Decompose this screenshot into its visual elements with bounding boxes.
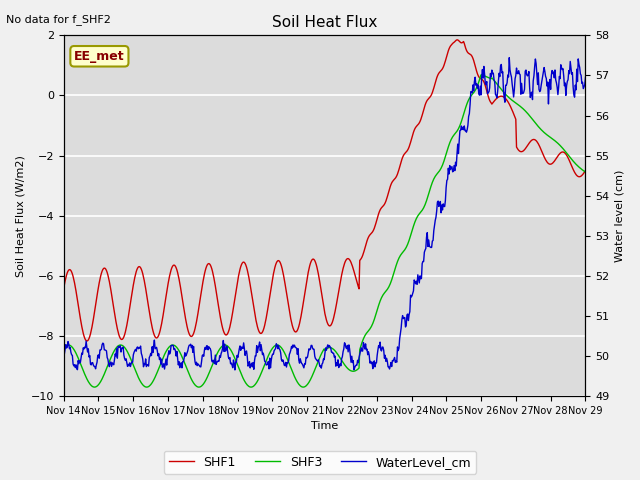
SHF1: [204, 261, 212, 267]
SHF3: [404, 241, 412, 247]
SHF1: [69, 274, 77, 279]
SHF1: [453, 37, 461, 43]
SHF3: [388, 275, 396, 280]
Line: SHF1: SHF1: [63, 40, 586, 341]
SHF1: [177, 284, 184, 290]
Text: No data for f_SHF2: No data for f_SHF2: [6, 14, 111, 25]
WaterLevel_cm: [582, 74, 589, 80]
SHF1: [388, 179, 396, 184]
Line: SHF3: SHF3: [63, 75, 586, 387]
SHF1: [124, 319, 131, 324]
SHF3: [69, 346, 77, 351]
SHF3: [123, 348, 131, 353]
SHF1: [60, 286, 67, 291]
SHF1: [404, 147, 412, 153]
Y-axis label: Water level (cm): Water level (cm): [615, 169, 625, 262]
WaterLevel_cm: [123, 360, 131, 365]
SHF3: [582, 169, 589, 175]
SHF3: [300, 384, 307, 390]
SHF1: [83, 338, 91, 344]
SHF3: [176, 349, 184, 355]
WaterLevel_cm: [69, 361, 77, 367]
WaterLevel_cm: [388, 358, 396, 363]
X-axis label: Time: Time: [311, 421, 338, 432]
SHF1: [582, 168, 589, 173]
WaterLevel_cm: [204, 343, 211, 349]
Title: Soil Heat Flux: Soil Heat Flux: [272, 15, 377, 30]
WaterLevel_cm: [404, 311, 412, 317]
WaterLevel_cm: [506, 55, 513, 60]
SHF3: [478, 72, 486, 78]
WaterLevel_cm: [60, 352, 67, 358]
WaterLevel_cm: [176, 365, 184, 371]
Line: WaterLevel_cm: WaterLevel_cm: [63, 58, 586, 370]
SHF3: [60, 346, 67, 351]
WaterLevel_cm: [231, 367, 239, 373]
SHF3: [204, 374, 211, 380]
Legend: SHF1, SHF3, WaterLevel_cm: SHF1, SHF3, WaterLevel_cm: [164, 451, 476, 474]
Text: EE_met: EE_met: [74, 50, 125, 63]
Y-axis label: Soil Heat Flux (W/m2): Soil Heat Flux (W/m2): [15, 155, 25, 276]
